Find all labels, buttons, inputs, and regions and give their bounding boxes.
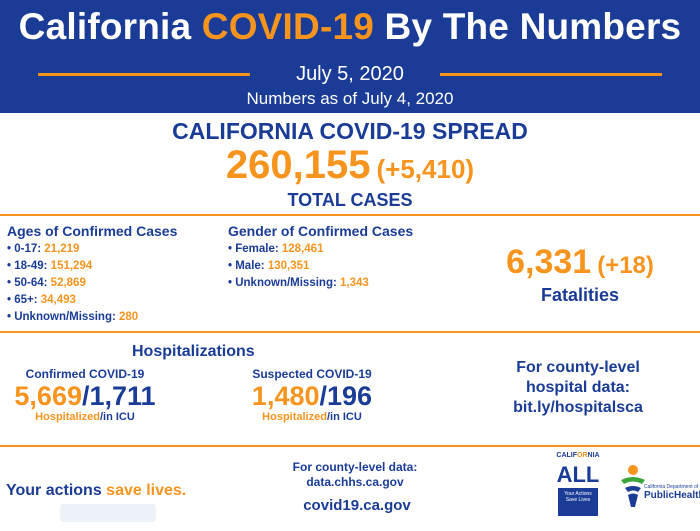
fatalities-value: 6,331 bbox=[506, 243, 592, 281]
header-banner: California COVID-19 By The Numbers July … bbox=[0, 0, 700, 113]
gender-value: 130,351 bbox=[267, 260, 310, 272]
age-label: • 18-49: bbox=[7, 260, 51, 272]
county-hospital-link[interactable]: bit.ly/hospitalsca bbox=[513, 399, 643, 416]
list-item: • Male: 130,351 bbox=[228, 258, 369, 275]
county-hospital-line-1: For county-level bbox=[516, 359, 640, 376]
title-part-2: By The Numbers bbox=[374, 6, 682, 47]
suspected-note-hospitalized: Hospitalized bbox=[262, 411, 327, 423]
confirmed-slash: / bbox=[81, 381, 90, 411]
age-value: 280 bbox=[119, 311, 139, 323]
covid-site-link[interactable]: covid19.ca.gov bbox=[303, 497, 411, 514]
watermark-shape bbox=[60, 504, 156, 522]
public-health-name: PublicHealth bbox=[644, 490, 700, 501]
ages-title: Ages of Confirmed Cases bbox=[7, 223, 178, 239]
list-item: • Female: 128,461 bbox=[228, 241, 369, 258]
suspected-note-icu: /in ICU bbox=[326, 411, 362, 423]
list-item: • Unknown/Missing: 1,343 bbox=[228, 275, 369, 292]
public-health-logo: California Department of PublicHealth bbox=[618, 458, 700, 518]
suspected-label: Suspected COVID-19 bbox=[252, 367, 372, 381]
header-date: July 5, 2020 bbox=[296, 63, 404, 85]
public-health-icon bbox=[621, 465, 645, 507]
confirmed-note-hospitalized: Hospitalized bbox=[35, 411, 100, 423]
logo-box: Your Actions Save Lives bbox=[558, 488, 598, 516]
gender-label: • Female: bbox=[228, 243, 282, 255]
confirmed-label: Confirmed COVID-19 bbox=[25, 367, 145, 381]
list-item: • 18-49: 151,294 bbox=[7, 258, 138, 275]
page-title: California COVID-19 By The Numbers bbox=[0, 6, 700, 48]
confirmed-note: Hospitalized/in ICU bbox=[5, 411, 165, 423]
public-health-small-text: California Department of bbox=[644, 484, 699, 490]
list-item: • 0-17: 21,219 bbox=[7, 241, 138, 258]
logo-box-line-1: Your Actions bbox=[564, 491, 592, 497]
ages-list: • 0-17: 21,219 • 18-49: 151,294 • 50-64:… bbox=[7, 241, 138, 326]
header-as-of: Numbers as of July 4, 2020 bbox=[246, 89, 454, 108]
fatalities-label: Fatalities bbox=[540, 285, 620, 305]
confirmed-note-icu: /in ICU bbox=[99, 411, 135, 423]
list-item: • 65+: 34,493 bbox=[7, 292, 138, 309]
california-all-logo: CALIFORNIA ALL Your Actions Save Lives bbox=[553, 452, 603, 518]
fatalities-row: 6,331 (+18) bbox=[470, 243, 690, 282]
age-label: • 50-64: bbox=[7, 277, 51, 289]
fatalities-delta: (+18) bbox=[597, 252, 654, 279]
list-item: • 50-64: 52,869 bbox=[7, 275, 138, 292]
total-cases-row: 260,155 (+5,410) bbox=[0, 143, 700, 188]
header-rule-right bbox=[440, 73, 662, 76]
suspected-numbers: 1,480/196 bbox=[232, 381, 392, 411]
tagline-part-2: save lives. bbox=[106, 482, 187, 499]
county-hospital-info: For county-level hospital data: bit.ly/h… bbox=[488, 358, 668, 418]
title-accent: COVID-19 bbox=[201, 6, 375, 47]
logo-ca-2: OR bbox=[577, 452, 588, 459]
divider-middle bbox=[0, 331, 700, 333]
age-value: 151,294 bbox=[50, 260, 93, 272]
county-data-line-1: For county-level data: bbox=[292, 460, 418, 474]
total-cases-value: 260,155 bbox=[225, 143, 371, 187]
list-item: • Unknown/Missing: 280 bbox=[7, 309, 138, 326]
age-value: 21,219 bbox=[44, 243, 80, 255]
age-label: • 65+: bbox=[7, 294, 41, 306]
age-label: • Unknown/Missing: bbox=[7, 311, 119, 323]
age-value: 34,493 bbox=[40, 294, 76, 306]
hospitalizations-title: Hospitalizations bbox=[132, 343, 255, 360]
total-cases-delta: (+5,410) bbox=[376, 154, 475, 184]
gender-list: • Female: 128,461 • Male: 130,351 • Unkn… bbox=[228, 241, 369, 292]
header-rule-left bbox=[38, 73, 250, 76]
suspected-icu-value: 196 bbox=[327, 381, 373, 411]
suspected-hospitalized-value: 1,480 bbox=[251, 381, 320, 411]
spread-title: CALIFORNIA COVID-19 SPREAD bbox=[172, 118, 528, 144]
gender-value: 128,461 bbox=[281, 243, 324, 255]
age-value: 52,869 bbox=[50, 277, 86, 289]
county-hospital-line-2: hospital data: bbox=[525, 379, 630, 396]
tagline-part-1: Your actions bbox=[6, 482, 107, 499]
confirmed-icu-value: 1,711 bbox=[89, 381, 156, 411]
tagline: Your actions save lives. bbox=[6, 482, 186, 500]
logo-all-word: ALL bbox=[556, 462, 600, 487]
gender-label: • Unknown/Missing: bbox=[228, 277, 340, 289]
suspected-slash: / bbox=[319, 381, 328, 411]
county-data-link[interactable]: data.chhs.ca.gov bbox=[306, 475, 404, 489]
logo-california-word: CALIFORNIA bbox=[553, 452, 603, 459]
logo-ca-3: NIA bbox=[587, 452, 600, 459]
age-label: • 0-17: bbox=[7, 243, 45, 255]
title-part-1: California bbox=[18, 6, 202, 47]
confirmed-numbers: 5,669/1,711 bbox=[5, 381, 165, 411]
suspected-note: Hospitalized/in ICU bbox=[232, 411, 392, 423]
gender-title: Gender of Confirmed Cases bbox=[228, 223, 414, 239]
county-data-info: For county-level data: data.chhs.ca.gov bbox=[290, 460, 420, 490]
divider-bottom bbox=[0, 445, 700, 447]
logo-box-line-2: Save Lives bbox=[565, 497, 591, 503]
divider-top bbox=[0, 214, 700, 216]
gender-value: 1,343 bbox=[340, 277, 369, 289]
logo-ca-1: CALIF bbox=[556, 452, 578, 459]
confirmed-hospital-block: Confirmed COVID-19 5,669/1,711 Hospitali… bbox=[5, 367, 165, 423]
confirmed-hospitalized-value: 5,669 bbox=[14, 381, 82, 411]
ghost-watermark bbox=[60, 498, 160, 531]
gender-label: • Male: bbox=[228, 260, 268, 272]
total-cases-label: TOTAL CASES bbox=[287, 190, 413, 210]
suspected-hospital-block: Suspected COVID-19 1,480/196 Hospitalize… bbox=[232, 367, 392, 423]
